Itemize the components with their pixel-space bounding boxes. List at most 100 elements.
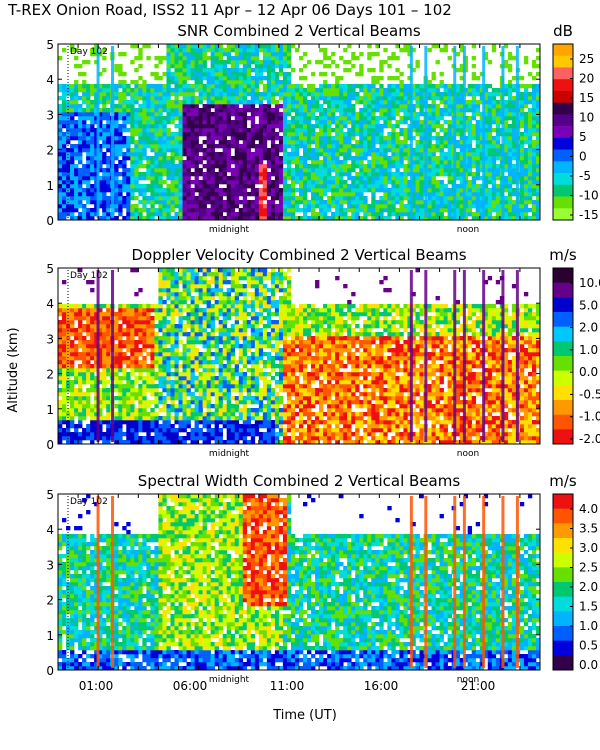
heatmap-cell (238, 80, 244, 85)
heatmap-cell (86, 412, 91, 417)
heatmap-cell (531, 212, 537, 217)
heatmap-cell (206, 144, 211, 149)
heatmap-cell (86, 60, 91, 65)
heatmap-cell (98, 424, 103, 429)
heatmap-cell (194, 48, 199, 53)
heatmap-cell (94, 144, 99, 149)
heatmap-cell (154, 120, 159, 125)
heatmap-cell (182, 44, 187, 49)
heatmap-cell (66, 192, 71, 197)
heatmap-cell (435, 92, 440, 97)
heatmap-cell (62, 124, 67, 129)
heatmap-cell (162, 116, 167, 121)
heatmap-cell (503, 156, 509, 161)
heatmap-cell (403, 184, 408, 189)
heatmap-cell (455, 200, 460, 205)
heatmap-cell (335, 64, 340, 69)
heatmap-cell (146, 216, 151, 221)
heatmap-cell (415, 188, 420, 193)
heatmap-cell (134, 80, 139, 85)
heatmap-cell (150, 128, 155, 133)
heatmap-cell (427, 204, 432, 209)
heatmap-cell (327, 92, 332, 97)
heatmap-cell (86, 92, 91, 97)
heatmap-cell (471, 192, 477, 197)
heatmap-cell (427, 124, 432, 129)
heatmap-cell (427, 144, 432, 149)
heatmap-cell (459, 144, 464, 149)
heatmap-cell (202, 92, 207, 97)
heatmap-cell (114, 320, 119, 325)
heatmap-cell (134, 368, 139, 373)
heatmap-cell (114, 200, 119, 205)
heatmap-cell (331, 204, 336, 209)
heatmap-cell (210, 188, 215, 193)
heatmap-cell (331, 152, 336, 157)
heatmap-cell (299, 56, 304, 61)
heatmap-cell (439, 116, 444, 121)
heatmap-cell (315, 92, 320, 97)
heatmap-cell (70, 392, 75, 397)
heatmap-cell (387, 116, 392, 121)
heatmap-cell (359, 180, 364, 185)
heatmap-cell (395, 196, 400, 201)
heatmap-cell (335, 128, 340, 133)
heatmap-cell (355, 212, 360, 217)
heatmap-cell (142, 104, 147, 109)
heatmap-cell (286, 128, 292, 133)
heatmap-cell (363, 108, 368, 113)
heatmap-cell (194, 108, 199, 113)
heatmap-cell (98, 188, 103, 193)
heatmap-cell (319, 184, 324, 189)
heatmap-cell (311, 100, 316, 105)
heatmap-cell (431, 188, 436, 193)
heatmap-cell (58, 56, 63, 61)
heatmap-cell (443, 168, 448, 173)
heatmap-cell (210, 64, 215, 69)
heatmap-cell (319, 200, 324, 205)
heatmap-cell (459, 104, 464, 109)
heatmap-cell (66, 428, 71, 433)
heatmap-cell (242, 92, 248, 97)
heatmap-cell (106, 428, 111, 433)
heatmap-cell (186, 56, 191, 61)
heatmap-cell (66, 168, 71, 173)
heatmap-cell (495, 152, 501, 157)
heatmap-cell (74, 84, 79, 89)
heatmap-cell (455, 124, 460, 129)
heatmap-cell (367, 100, 372, 105)
heatmap-cell (166, 104, 171, 109)
heatmap-cell (415, 104, 420, 109)
heatmap-cell (78, 420, 83, 425)
heatmap-cell (507, 112, 513, 117)
heatmap-cell (126, 336, 131, 341)
heatmap-cell (467, 212, 473, 217)
heatmap-cell (419, 104, 424, 109)
heatmap-cell (447, 192, 452, 197)
heatmap-cell (90, 328, 95, 333)
heatmap-cell (134, 204, 139, 209)
heatmap-cell (66, 196, 71, 201)
heatmap-cell (98, 380, 103, 385)
heatmap-cell (415, 132, 420, 137)
heatmap-cell (355, 128, 360, 133)
heatmap-cell (455, 132, 460, 137)
heatmap-cell (286, 80, 292, 85)
heatmap-cell (351, 104, 356, 109)
heatmap-cell (479, 152, 485, 157)
heatmap-cell (527, 96, 533, 101)
heatmap-cell (214, 144, 219, 149)
heatmap-cell (102, 328, 107, 333)
heatmap-cell (122, 360, 127, 365)
heatmap-cell (415, 212, 420, 217)
heatmap-cell (467, 196, 473, 201)
heatmap-cell (447, 56, 452, 61)
heatmap-cell (399, 116, 404, 121)
heatmap-cell (94, 312, 99, 317)
heatmap-cell (146, 160, 151, 165)
heatmap-cell (254, 148, 260, 153)
heatmap-cell (331, 84, 336, 89)
heatmap-cell (94, 204, 99, 209)
heatmap-cell (467, 188, 473, 193)
heatmap-cell (94, 196, 99, 201)
